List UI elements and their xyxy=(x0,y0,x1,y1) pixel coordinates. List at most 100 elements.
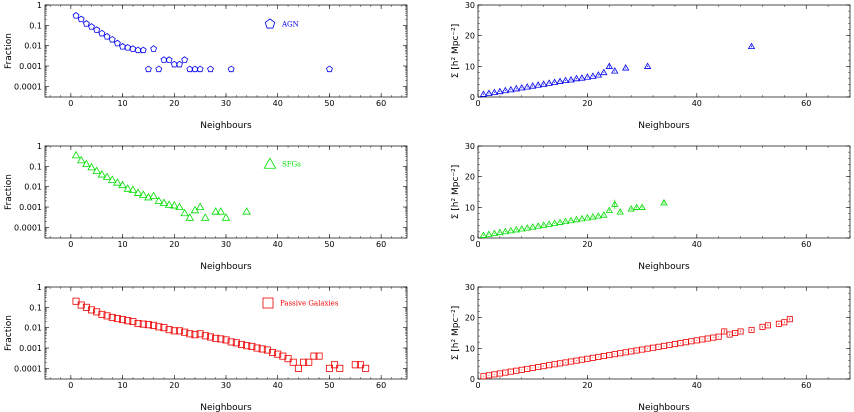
data-point xyxy=(518,225,526,232)
data-point xyxy=(721,328,728,335)
data-point xyxy=(93,308,101,316)
data-point xyxy=(72,297,80,305)
data-point xyxy=(145,65,152,73)
x-tick-label: 0 xyxy=(475,240,480,249)
data-point xyxy=(485,89,493,96)
data-point xyxy=(149,191,158,199)
data-point xyxy=(556,77,564,84)
data-point xyxy=(485,230,493,237)
data-point xyxy=(594,212,603,219)
y-tick-label: 20 xyxy=(465,32,475,41)
data-point xyxy=(336,364,344,372)
data-point xyxy=(567,216,575,224)
data-point xyxy=(212,334,220,342)
data-point xyxy=(170,327,178,335)
data-point xyxy=(737,328,744,335)
data-point xyxy=(113,178,122,186)
data-point xyxy=(561,217,570,225)
data-point xyxy=(600,211,608,218)
data-point xyxy=(242,207,251,215)
data-point xyxy=(165,56,173,63)
data-point xyxy=(300,358,308,366)
data-point xyxy=(616,208,624,215)
data-point xyxy=(196,330,204,338)
legend-marker xyxy=(264,18,276,29)
y-tick-label: 0.01 xyxy=(24,42,42,51)
data-point xyxy=(605,62,613,69)
x-axis-label: Neighbours xyxy=(200,262,252,272)
data-point xyxy=(362,364,370,372)
x-tick-label: 0 xyxy=(68,381,73,390)
y-tick-label: 1 xyxy=(37,142,42,151)
y-tick-label: 0.0001 xyxy=(14,364,42,373)
data-point xyxy=(103,32,111,40)
y-axis-label: Σ [h² Mpc⁻²] xyxy=(451,24,461,79)
data-point xyxy=(217,335,225,343)
x-tick-label: 50 xyxy=(324,99,334,108)
legend-label: SFGs xyxy=(282,161,301,169)
data-point xyxy=(660,198,668,206)
series-sfgs: SFGs xyxy=(71,150,301,221)
data-point xyxy=(88,23,95,30)
data-point xyxy=(326,65,333,73)
data-point xyxy=(583,213,592,221)
data-point xyxy=(191,331,199,339)
y-tick-label: 0.001 xyxy=(19,203,42,212)
x-tick-label: 0 xyxy=(68,240,73,249)
data-point xyxy=(180,208,189,217)
data-point xyxy=(583,73,592,80)
x-tick-label: 30 xyxy=(221,381,231,390)
data-point xyxy=(479,231,488,238)
data-point xyxy=(97,170,107,178)
data-point xyxy=(627,205,635,212)
data-point xyxy=(221,213,231,221)
data-point xyxy=(232,339,240,347)
data-point xyxy=(134,320,142,328)
data-point xyxy=(496,228,504,236)
y-axis-label: Fraction xyxy=(4,174,14,210)
data-point xyxy=(748,326,755,333)
series-passive-galaxies xyxy=(480,316,793,380)
plot-frame xyxy=(44,286,408,380)
data-point xyxy=(76,155,86,164)
agn-density-panel: 0 20 40 60 0 10 20 30 Neighbours Σ [h² Mpc⁻²] xyxy=(451,1,851,131)
data-point xyxy=(529,223,537,230)
sfg-density-panel: 0 20 40 60 0 10 20 30 Neighbours Σ [h² Mpc⁻²] xyxy=(451,142,851,272)
plot-frame xyxy=(44,4,408,98)
x-tick-label: 0 xyxy=(475,99,480,108)
y-tick-label: 0.1 xyxy=(29,303,42,312)
data-point xyxy=(139,46,147,54)
data-point xyxy=(155,323,163,331)
data-point xyxy=(185,213,195,221)
data-point xyxy=(501,86,510,94)
data-point xyxy=(248,342,256,350)
series-agn: AGN xyxy=(72,12,333,73)
x-tick-label: 60 xyxy=(801,381,811,390)
data-point xyxy=(507,226,515,234)
x-tick-label: 30 xyxy=(221,240,231,249)
data-point xyxy=(243,342,251,350)
plot-frame xyxy=(477,286,851,380)
data-point xyxy=(113,315,121,323)
x-axis-label: Neighbours xyxy=(638,121,690,131)
data-point xyxy=(175,202,184,211)
data-point xyxy=(154,196,164,204)
data-point xyxy=(82,303,90,311)
y-tick-label: 0 xyxy=(470,375,475,384)
data-point xyxy=(129,318,137,326)
x-tick-label: 0 xyxy=(475,381,480,390)
data-point xyxy=(534,222,542,229)
data-point xyxy=(351,361,359,369)
data-point xyxy=(181,56,189,63)
data-point xyxy=(523,83,531,90)
data-point xyxy=(253,344,261,352)
x-tick-label: 60 xyxy=(376,381,386,390)
series-passive-galaxies: Passive Galaxies xyxy=(72,297,370,372)
y-tick-label: 0.001 xyxy=(19,344,42,353)
data-point xyxy=(93,26,101,33)
data-point xyxy=(107,175,117,183)
data-point xyxy=(155,65,163,73)
data-point xyxy=(512,84,520,92)
data-point xyxy=(160,324,168,332)
data-point xyxy=(123,184,132,192)
